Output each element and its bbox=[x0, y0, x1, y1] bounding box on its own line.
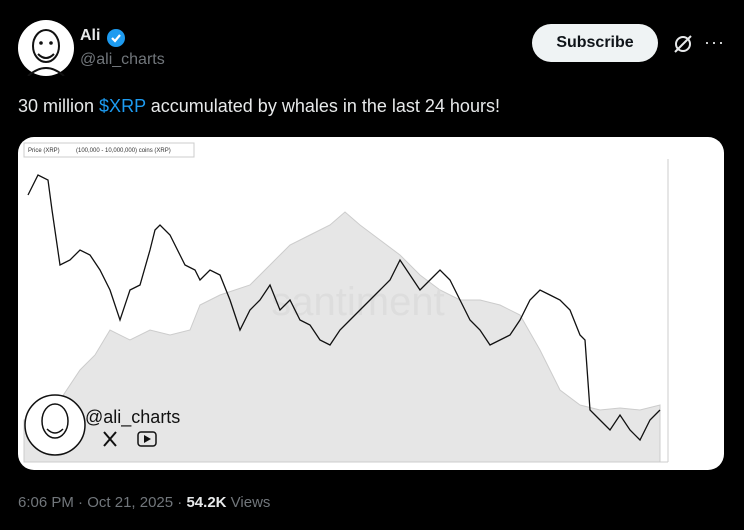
avatar[interactable] bbox=[18, 20, 74, 76]
separator: · bbox=[78, 494, 84, 511]
cashtag[interactable]: $XRP bbox=[99, 96, 146, 116]
grok-icon[interactable] bbox=[672, 33, 694, 55]
verified-badge bbox=[107, 29, 125, 47]
subscribe-button[interactable]: Subscribe bbox=[532, 24, 658, 62]
time[interactable]: 6:06 PM bbox=[18, 494, 74, 511]
legend-box bbox=[23, 142, 195, 158]
views-count: 54.2K bbox=[186, 494, 227, 511]
post-text: 30 million $XRP accumulated by whales in… bbox=[18, 96, 500, 117]
post-image[interactable]: santiment Price (XRP) (100,000 - 10,000,… bbox=[18, 137, 724, 470]
holdings-area bbox=[23, 211, 661, 463]
separator: · bbox=[177, 494, 183, 511]
text: 30 million bbox=[18, 96, 100, 116]
legend-label: (100,000 - 10,000,000) coins (XRP) bbox=[76, 148, 171, 154]
more-button[interactable]: ··· bbox=[704, 32, 725, 52]
author-name[interactable]: Ali bbox=[80, 27, 101, 44]
date[interactable]: Oct 21, 2025 bbox=[87, 494, 174, 511]
youtube-logo bbox=[137, 431, 157, 447]
logo-avatar bbox=[24, 394, 86, 456]
watermark: santiment bbox=[271, 280, 444, 324]
x-logo bbox=[103, 431, 117, 447]
author-handle[interactable]: @ali_charts bbox=[80, 51, 165, 68]
watermark-handle: @ali_charts bbox=[85, 407, 180, 428]
chart-image: santiment Price (XRP) (100,000 - 10,000,… bbox=[23, 142, 669, 463]
views-label: Views bbox=[230, 494, 271, 511]
legend-label: Price (XRP) bbox=[28, 148, 60, 154]
text: accumulated by whales in the last 24 hou… bbox=[145, 96, 500, 116]
post-meta: 6:06 PM · Oct 21, 2025 · 54.2K Views bbox=[18, 494, 270, 511]
price-line bbox=[27, 174, 661, 442]
